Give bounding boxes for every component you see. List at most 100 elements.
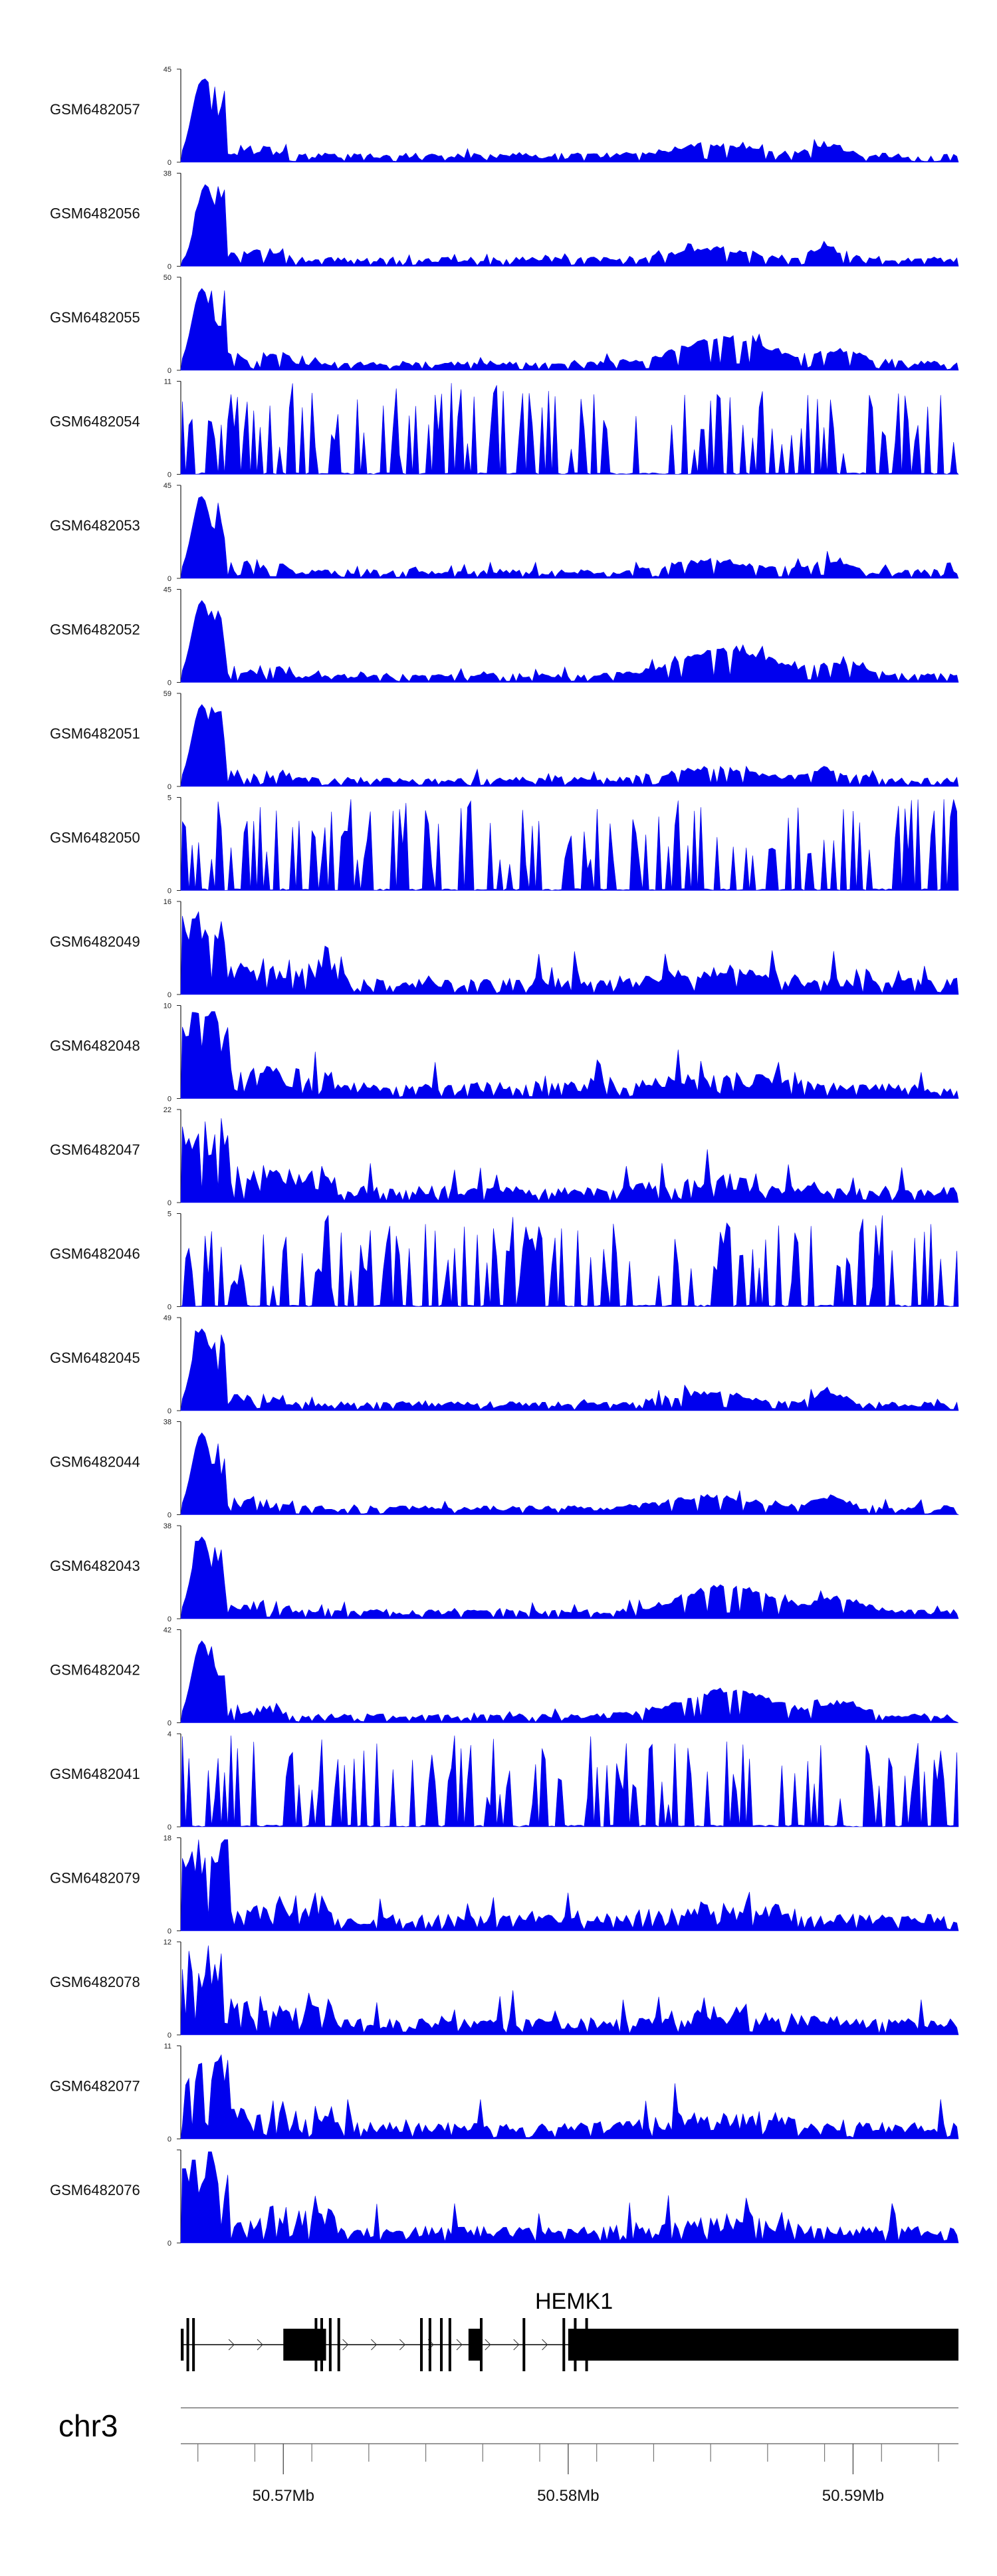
y-max-label: 59: [164, 690, 171, 698]
y-max-label: 4: [167, 1730, 171, 1738]
coverage-area: [180, 1735, 959, 1827]
track-label: GSM6482057: [50, 101, 140, 118]
strand-arrow: [342, 2339, 349, 2351]
y-zero-label: 0: [167, 783, 171, 791]
axis-tick-label: 50.59Mb: [822, 2487, 884, 2505]
y-max-label: 38: [164, 1419, 171, 1427]
gene-exon: [440, 2318, 443, 2371]
chromosome-label: chr3: [58, 2408, 118, 2443]
coverage-area: [180, 1536, 959, 1619]
gene-exon: [428, 2318, 431, 2371]
track-label: GSM6482054: [50, 413, 140, 430]
y-max-label: 45: [164, 586, 171, 594]
coverage-track: GSM6482053 45 0: [50, 482, 959, 583]
coverage-track: GSM6482044 38 0: [50, 1419, 960, 1520]
strand-arrow: [257, 2339, 263, 2351]
coverage-area: [180, 1432, 960, 1515]
gene-exon: [522, 2318, 526, 2371]
y-zero-label: 0: [167, 1720, 171, 1728]
gene-exon: [420, 2318, 423, 2371]
coverage-track: GSM6482052 45 0: [50, 586, 959, 687]
coverage-area: [180, 288, 959, 371]
gene-exon: [480, 2318, 483, 2371]
y-zero-label: 0: [167, 1823, 171, 1831]
coverage-track: GSM6482055 50 0: [50, 274, 959, 375]
y-max-label: 12: [164, 1938, 171, 1946]
coverage-area: [180, 1945, 959, 2036]
strand-arrow: [399, 2339, 405, 2351]
gene-exon: [568, 2329, 958, 2361]
track-label: GSM6482078: [50, 1974, 140, 1990]
y-max-label: 45: [164, 482, 171, 490]
axis-tick-label: 50.58Mb: [537, 2487, 599, 2505]
track-label: GSM6482076: [50, 2182, 140, 2198]
y-zero-label: 0: [167, 2240, 171, 2248]
coverage-track: GSM6482078 12 0: [50, 1938, 959, 2040]
gene-exon: [181, 2329, 184, 2361]
gene-exon: [283, 2329, 326, 2361]
gene-name: HEMK1: [535, 2289, 613, 2314]
y-max-label: 11: [164, 378, 171, 386]
track-label: GSM6482077: [50, 2078, 140, 2095]
gene-exon: [320, 2318, 323, 2371]
coverage-track: GSM6482077 11 0: [50, 2043, 959, 2144]
y-max-label: 38: [164, 1522, 171, 1530]
track-label: GSM6482053: [50, 517, 140, 534]
coverage-area: [180, 383, 959, 475]
coverage-track: GSM6482050 5 0: [50, 794, 959, 895]
strand-arrow: [542, 2339, 548, 2351]
y-zero-label: 0: [167, 1512, 171, 1520]
y-zero-label: 0: [167, 1096, 171, 1104]
y-zero-label: 0: [167, 2136, 171, 2144]
coverage-area: [180, 1118, 959, 1203]
y-zero-label: 0: [167, 159, 171, 167]
y-zero-label: 0: [167, 263, 171, 271]
coverage-track: GSM6482076 0: [50, 2149, 959, 2248]
strand-arrow: [228, 2339, 235, 2351]
coverage-area: [180, 704, 959, 787]
y-max-label: 18: [164, 1835, 171, 1843]
coverage-track: GSM6482045 49 0: [50, 1314, 959, 1415]
track-label: GSM6482056: [50, 205, 140, 222]
gene-exon: [314, 2318, 318, 2371]
y-max-label: 22: [164, 1106, 171, 1114]
y-zero-label: 0: [167, 1304, 171, 1312]
y-zero-label: 0: [167, 2032, 171, 2040]
y-zero-label: 0: [167, 367, 171, 375]
coverage-area: [180, 2151, 959, 2244]
y-max-label: 38: [164, 170, 171, 178]
gene-exon: [448, 2318, 451, 2371]
y-max-label: 5: [167, 1211, 171, 1219]
track-label: GSM6482046: [50, 1246, 140, 1262]
coverage-area: [180, 1011, 959, 1099]
gene-exon: [328, 2318, 332, 2371]
coverage-track: GSM6482042 42 0: [50, 1627, 959, 1728]
gene-exon: [468, 2329, 480, 2361]
y-max-label: 42: [164, 1627, 171, 1635]
y-zero-label: 0: [167, 1407, 171, 1415]
coverage-area: [180, 1640, 959, 1723]
y-zero-label: 0: [167, 1199, 171, 1207]
y-max-label: 50: [164, 274, 171, 282]
coverage-area: [180, 799, 959, 891]
y-zero-label: 0: [167, 1615, 171, 1623]
coverage-track: GSM6482048 10 0: [50, 1002, 959, 1104]
track-label: GSM6482050: [50, 830, 140, 846]
coverage-track: GSM6482054 11 0: [50, 378, 959, 479]
track-label: GSM6482048: [50, 1038, 140, 1054]
coverage-area: [180, 911, 959, 995]
track-label: GSM6482052: [50, 622, 140, 638]
track-label: GSM6482041: [50, 1766, 140, 1782]
y-zero-label: 0: [167, 1928, 171, 1936]
coverage-area: [180, 184, 959, 267]
coverage-area: [180, 1215, 959, 1307]
strand-arrow: [456, 2339, 463, 2351]
coverage-area: [180, 78, 959, 163]
coverage-track: GSM6482051 59 0: [50, 690, 959, 791]
coverage-track: GSM6482049 16 0: [50, 898, 959, 999]
gene-exon: [562, 2318, 566, 2371]
y-max-label: 11: [164, 2043, 171, 2051]
strand-arrow: [513, 2339, 520, 2351]
